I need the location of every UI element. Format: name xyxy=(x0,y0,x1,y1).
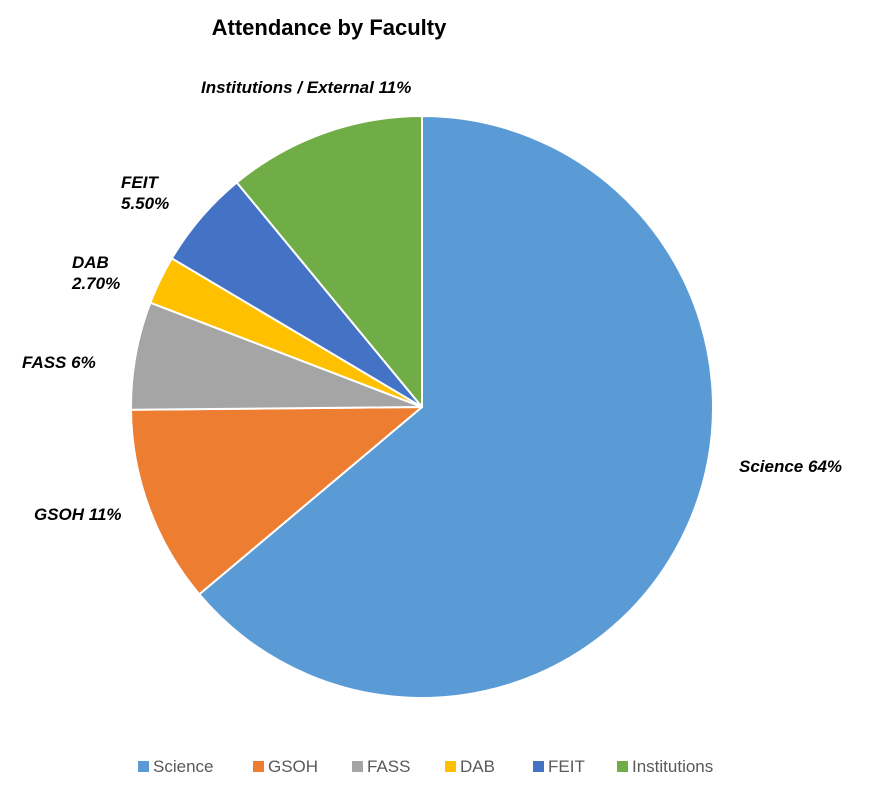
data-label-dab: DAB 2.70% xyxy=(71,253,120,293)
legend-label-fass: FASS xyxy=(367,757,410,776)
data-label-gsoh: GSOH 11% xyxy=(34,505,122,524)
legend-label-feit: FEIT xyxy=(548,757,585,776)
legend-label-science: Science xyxy=(153,757,213,776)
pie-slice-gsoh xyxy=(130,406,423,596)
legend-item-science: Science xyxy=(138,757,213,776)
legend-item-institutions: Institutions xyxy=(617,757,713,776)
legend-swatch-institutions xyxy=(617,761,628,772)
legend-item-dab: DAB xyxy=(445,757,495,776)
legend-item-gsoh: GSOH xyxy=(253,757,318,776)
legend: Science GSOH FASS DAB FEIT Institutions xyxy=(138,757,713,776)
pie-slice-institutions xyxy=(235,115,423,408)
data-label-science: Science 64% xyxy=(739,457,842,476)
pie-slice-science xyxy=(198,115,714,699)
data-label-fass: FASS 6% xyxy=(22,353,96,372)
legend-swatch-dab xyxy=(445,761,456,772)
legend-label-gsoh: GSOH xyxy=(268,757,318,776)
legend-swatch-feit xyxy=(533,761,544,772)
legend-swatch-fass xyxy=(352,761,363,772)
slice-labels: Science 64% GSOH 11% FASS 6% DAB 2.70%FEIT 5.… xyxy=(22,78,842,524)
legend-item-feit: FEIT xyxy=(533,757,585,776)
data-label-feit: FEIT 5.50% xyxy=(121,173,169,213)
data-label-institutions: Institutions / External 11% xyxy=(201,78,411,97)
legend-swatch-gsoh xyxy=(253,761,264,772)
chart-title: Attendance by Faculty xyxy=(212,15,447,40)
legend-label-dab: DAB xyxy=(460,757,495,776)
legend-item-fass: FASS xyxy=(352,757,410,776)
legend-swatch-science xyxy=(138,761,149,772)
pie-slices xyxy=(130,115,714,699)
legend-label-institutions: Institutions xyxy=(632,757,713,776)
